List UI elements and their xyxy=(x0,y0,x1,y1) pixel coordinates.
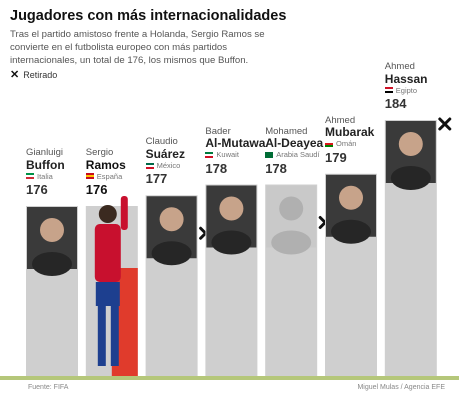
photo-face-mubarak xyxy=(339,185,363,210)
player-country: Omán xyxy=(325,140,374,148)
grass-line xyxy=(0,376,459,380)
chart-subtitle: Tras el partido amistoso frente a Holand… xyxy=(10,29,265,66)
player-country-name: Kuwait xyxy=(216,150,239,159)
legend-retired-label: Retirado xyxy=(23,69,58,80)
player-head-ramos xyxy=(98,205,117,223)
player-caps-value: 184 xyxy=(384,96,407,111)
photo-face-surez xyxy=(159,207,184,232)
player-leg-right-ramos xyxy=(110,306,119,366)
player-country: Italia xyxy=(26,171,65,181)
player-last-name: Ramos xyxy=(85,157,126,172)
player-last-name: Al-Mutawa xyxy=(205,136,266,150)
player-country-name: México xyxy=(156,160,181,170)
retired-marker-hassan xyxy=(438,117,452,131)
player-first-name: Gianluigi xyxy=(26,147,63,158)
flag-icon xyxy=(26,173,34,180)
player-country-name: Arabia Saudí xyxy=(276,150,320,159)
photo-face-aldeayea xyxy=(279,196,304,221)
player-shorts-ramos xyxy=(95,282,120,306)
player-country: Kuwait xyxy=(205,151,265,159)
player-first-name: Ahmed xyxy=(384,61,415,72)
retired-x-icon: ✕ xyxy=(10,69,20,81)
player-country-name: Omán xyxy=(336,139,357,149)
player-last-name: Al-Deayea xyxy=(265,136,324,150)
player-country-name: España xyxy=(96,171,123,181)
legend: ✕ Retirado xyxy=(10,68,57,81)
player-caps-value: 178 xyxy=(265,160,287,176)
player-label-ramos: Sergio Ramos España 176 xyxy=(85,147,126,197)
credit-note: Miguel Mulas / Agencia EFE xyxy=(357,384,445,391)
player-country: Egipto xyxy=(384,85,428,95)
player-label-surez: Claudio Suárez México 177 xyxy=(145,136,185,187)
flag-icon xyxy=(265,151,274,158)
photo-face-almutawa xyxy=(219,196,244,221)
player-first-name: Ahmed xyxy=(325,114,356,126)
player-label-hassan: Ahmed Hassan Egipto 184 xyxy=(384,61,428,111)
player-label-buffon: Gianluigi Buffon Italia 176 xyxy=(26,148,65,196)
photo-face-buffon xyxy=(40,218,64,242)
photo-shoulders-aldeayea xyxy=(271,230,312,255)
photo-shoulders-hassan xyxy=(390,166,431,190)
flag-icon xyxy=(145,162,154,169)
player-label-aldeayea: Mohamed Al-Deayea Arabia Saudí 178 xyxy=(265,125,324,176)
player-caps-value: 177 xyxy=(145,171,168,187)
flag-icon xyxy=(325,141,333,147)
player-first-name: Bader xyxy=(205,125,231,137)
flag-icon xyxy=(85,173,94,180)
player-country-name: Egipto xyxy=(395,85,418,95)
player-last-name: Buffon xyxy=(26,157,65,172)
player-first-name: Mohamed xyxy=(265,125,308,137)
photo-face-hassan xyxy=(398,132,423,156)
chart-title: Jugadores con más internacionalidades xyxy=(10,8,287,24)
player-country: España xyxy=(85,171,126,181)
player-caps-value: 179 xyxy=(325,149,347,165)
player-country: México xyxy=(145,160,185,170)
photo-shoulders-buffon xyxy=(32,252,72,276)
flag-icon xyxy=(205,151,214,158)
player-arm-ramos xyxy=(120,196,128,230)
photo-shoulders-almutawa xyxy=(211,230,252,255)
player-shirt-ramos xyxy=(94,224,121,282)
player-label-mubarak: Ahmed Mubarak Omán 179 xyxy=(325,116,374,164)
source-note: Fuente: FIFA xyxy=(28,384,69,391)
player-last-name: Suárez xyxy=(145,146,185,161)
flag-icon xyxy=(384,87,393,94)
player-caps-value: 176 xyxy=(85,182,108,197)
player-country-name: Italia xyxy=(37,171,53,181)
player-last-name: Hassan xyxy=(384,71,428,86)
player-last-name: Mubarak xyxy=(325,125,375,140)
player-first-name: Sergio xyxy=(85,147,114,158)
player-label-almutawa: Bader Al-Mutawa Kuwait 178 xyxy=(205,125,266,176)
player-caps-value: 178 xyxy=(205,160,228,176)
player-caps-value: 176 xyxy=(26,182,48,197)
photo-shoulders-surez xyxy=(151,241,192,266)
photo-shoulders-mubarak xyxy=(331,219,371,244)
player-first-name: Claudio xyxy=(145,136,178,148)
player-country: Arabia Saudí xyxy=(265,151,323,159)
player-leg-left-ramos xyxy=(97,306,106,366)
